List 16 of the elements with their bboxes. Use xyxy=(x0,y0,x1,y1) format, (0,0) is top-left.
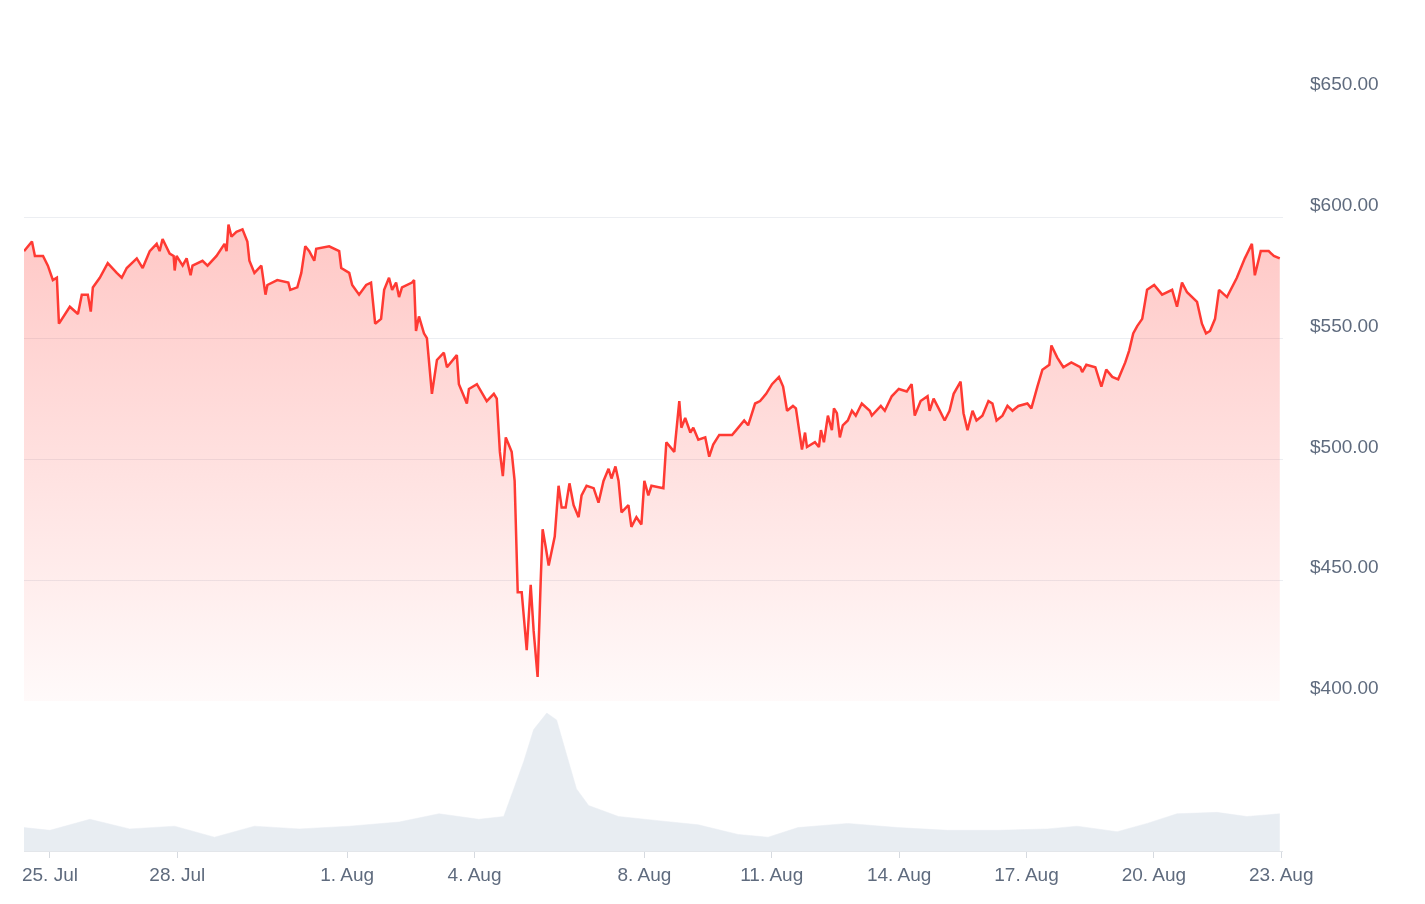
x-tick-label: 8. Aug xyxy=(617,863,672,885)
x-tick-label: 17. Aug xyxy=(994,863,1059,885)
y-tick-label: $450.00 xyxy=(1310,556,1379,578)
y-tick-label: $500.00 xyxy=(1310,435,1379,457)
x-tick-label: 20. Aug xyxy=(1121,863,1187,885)
y-tick-label: $600.00 xyxy=(1310,193,1379,215)
x-tick-label: 1. Aug xyxy=(320,863,375,885)
x-tick-label: 4. Aug xyxy=(447,863,502,885)
y-tick-label: $550.00 xyxy=(1310,314,1379,336)
x-tick-label: 23. Aug xyxy=(1249,863,1314,885)
x-tick-label: 11. Aug xyxy=(740,863,804,885)
y-tick-label: $650.00 xyxy=(1310,72,1379,94)
x-tick-label: 25. Jul xyxy=(21,863,78,885)
y-tick-label: $400.00 xyxy=(1310,677,1379,699)
x-tick-label: 28. Jul xyxy=(149,863,206,885)
x-tick-label: 14. Aug xyxy=(866,863,932,885)
